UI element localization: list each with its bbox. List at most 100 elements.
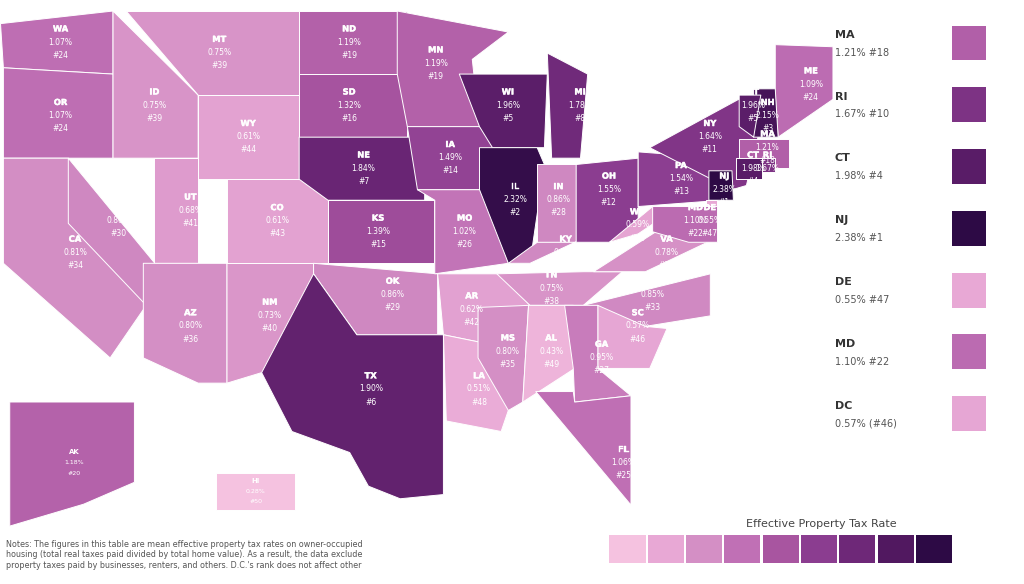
- Text: 0.43%: 0.43%: [539, 346, 563, 356]
- Text: #46: #46: [630, 335, 646, 343]
- Text: 0.68%: 0.68%: [178, 206, 203, 215]
- FancyBboxPatch shape: [952, 335, 986, 370]
- Text: #20: #20: [68, 471, 81, 476]
- Text: RI: RI: [763, 151, 772, 159]
- Text: 0.80%: 0.80%: [178, 321, 203, 331]
- Text: MD: MD: [688, 203, 703, 212]
- FancyBboxPatch shape: [952, 26, 986, 61]
- Text: 0.80%: 0.80%: [496, 346, 520, 356]
- Text: #25: #25: [615, 471, 631, 480]
- Text: #5: #5: [502, 114, 513, 123]
- Text: OR: OR: [54, 98, 68, 107]
- FancyBboxPatch shape: [763, 535, 799, 563]
- Text: AR: AR: [465, 291, 478, 300]
- Text: HI: HI: [252, 478, 260, 484]
- Text: Effective Property Tax Rate: Effective Property Tax Rate: [745, 519, 897, 530]
- Text: #36: #36: [182, 335, 199, 343]
- FancyBboxPatch shape: [952, 211, 986, 246]
- Text: 0.55%: 0.55%: [697, 216, 722, 225]
- Text: 1.98% #4: 1.98% #4: [835, 171, 883, 181]
- FancyBboxPatch shape: [878, 535, 913, 563]
- Text: 1.02%: 1.02%: [453, 227, 476, 236]
- Text: 1.21% #18: 1.21% #18: [835, 48, 889, 58]
- Text: #1: #1: [719, 198, 730, 207]
- Text: #26: #26: [457, 240, 472, 249]
- Text: #8: #8: [574, 114, 586, 123]
- Text: 2.38% #1: 2.38% #1: [835, 233, 883, 243]
- Text: 0.78%: 0.78%: [654, 248, 679, 257]
- Text: RI: RI: [835, 92, 847, 102]
- Text: #34: #34: [67, 261, 83, 270]
- Text: 1.06%: 1.06%: [611, 458, 635, 467]
- Text: 1.32%: 1.32%: [337, 100, 361, 110]
- Text: #32: #32: [557, 261, 573, 270]
- Text: #38: #38: [543, 297, 559, 305]
- Text: #39: #39: [146, 114, 163, 123]
- Text: 0.73%: 0.73%: [258, 311, 282, 320]
- Text: 0.86%: 0.86%: [381, 290, 404, 299]
- Text: MA: MA: [835, 30, 854, 40]
- Text: AZ: AZ: [184, 308, 197, 317]
- Text: 0.57%: 0.57%: [626, 321, 650, 331]
- Text: IL: IL: [511, 182, 519, 191]
- Text: SD: SD: [343, 88, 355, 96]
- Text: ID: ID: [150, 88, 160, 96]
- Text: 0.61%: 0.61%: [237, 132, 260, 141]
- Text: #19: #19: [341, 51, 357, 60]
- Text: VT: VT: [746, 88, 760, 96]
- Text: KY: KY: [559, 235, 571, 244]
- Text: NJ: NJ: [835, 215, 848, 225]
- Text: AK: AK: [69, 449, 79, 456]
- Text: TN: TN: [545, 270, 557, 279]
- FancyBboxPatch shape: [724, 535, 761, 563]
- Text: 1.96%: 1.96%: [496, 100, 520, 110]
- Text: 0.75%: 0.75%: [207, 48, 231, 57]
- Text: #27: #27: [594, 366, 609, 375]
- FancyBboxPatch shape: [648, 535, 684, 563]
- Text: #24: #24: [803, 93, 819, 102]
- Text: #16: #16: [341, 114, 357, 123]
- Text: 0.28%: 0.28%: [246, 489, 265, 494]
- Text: #49: #49: [543, 360, 559, 369]
- Text: 1.39%: 1.39%: [366, 227, 390, 236]
- Text: WV: WV: [630, 207, 645, 216]
- Text: 1.49%: 1.49%: [438, 153, 462, 162]
- Text: PA: PA: [675, 161, 687, 170]
- Text: #24: #24: [52, 124, 69, 133]
- Text: DE: DE: [703, 203, 716, 212]
- Text: 1.90%: 1.90%: [358, 384, 383, 394]
- Text: IN: IN: [553, 182, 563, 191]
- Text: #45: #45: [630, 234, 646, 242]
- FancyBboxPatch shape: [952, 149, 986, 184]
- Text: #14: #14: [442, 166, 458, 175]
- Text: 1.64%: 1.64%: [697, 132, 722, 141]
- Text: 0.75%: 0.75%: [539, 283, 563, 293]
- Text: 1.19%: 1.19%: [424, 58, 447, 68]
- Text: 0.85%: 0.85%: [554, 248, 578, 257]
- Text: OK: OK: [386, 277, 399, 286]
- Text: #44: #44: [240, 145, 256, 154]
- Text: #15: #15: [370, 240, 386, 249]
- FancyBboxPatch shape: [609, 535, 645, 563]
- Text: 1.21%: 1.21%: [756, 142, 779, 152]
- Text: #13: #13: [673, 187, 689, 196]
- Text: #50: #50: [249, 499, 262, 505]
- Text: #24: #24: [52, 51, 69, 60]
- Text: 1.67% #10: 1.67% #10: [835, 109, 889, 120]
- Text: 1.07%: 1.07%: [48, 111, 73, 120]
- Text: #12: #12: [601, 198, 616, 207]
- Text: MS: MS: [501, 333, 515, 342]
- Text: #7: #7: [358, 177, 370, 186]
- FancyBboxPatch shape: [915, 535, 952, 563]
- Text: CA: CA: [69, 235, 81, 244]
- Text: 0.62%: 0.62%: [460, 304, 483, 314]
- FancyBboxPatch shape: [952, 273, 986, 308]
- Text: FL: FL: [617, 445, 629, 454]
- Text: MA: MA: [760, 130, 775, 138]
- Text: 1.98%: 1.98%: [741, 164, 765, 173]
- Text: 0.75%: 0.75%: [142, 100, 167, 110]
- Text: 1.96%: 1.96%: [741, 100, 765, 110]
- Text: MI: MI: [574, 88, 586, 96]
- Text: 1.10%: 1.10%: [683, 216, 708, 225]
- Text: NC: NC: [645, 277, 658, 286]
